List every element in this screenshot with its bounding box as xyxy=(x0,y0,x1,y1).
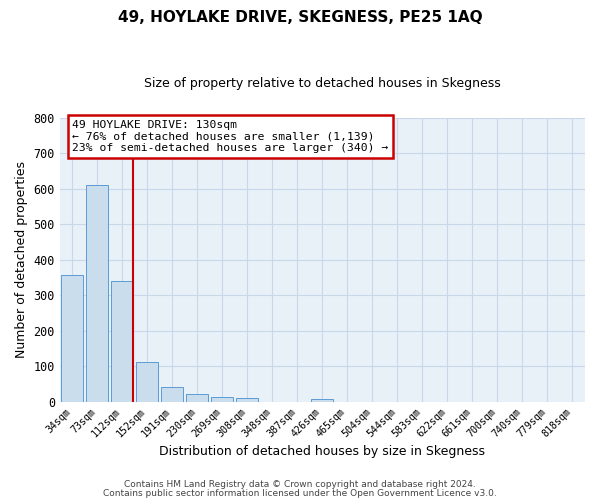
Bar xyxy=(311,398,334,402)
Text: Contains public sector information licensed under the Open Government Licence v3: Contains public sector information licen… xyxy=(103,488,497,498)
Text: 49, HOYLAKE DRIVE, SKEGNESS, PE25 1AQ: 49, HOYLAKE DRIVE, SKEGNESS, PE25 1AQ xyxy=(118,10,482,25)
Bar xyxy=(187,394,208,402)
Y-axis label: Number of detached properties: Number of detached properties xyxy=(15,162,28,358)
Text: 49 HOYLAKE DRIVE: 130sqm
← 76% of detached houses are smaller (1,139)
23% of sem: 49 HOYLAKE DRIVE: 130sqm ← 76% of detach… xyxy=(72,120,389,153)
Bar xyxy=(136,362,158,402)
Bar xyxy=(61,274,83,402)
Bar xyxy=(86,186,109,402)
Bar xyxy=(112,281,133,402)
X-axis label: Distribution of detached houses by size in Skegness: Distribution of detached houses by size … xyxy=(160,444,485,458)
Text: Contains HM Land Registry data © Crown copyright and database right 2024.: Contains HM Land Registry data © Crown c… xyxy=(124,480,476,489)
Bar xyxy=(161,388,184,402)
Title: Size of property relative to detached houses in Skegness: Size of property relative to detached ho… xyxy=(144,78,501,90)
Bar xyxy=(211,397,233,402)
Bar xyxy=(236,398,259,402)
